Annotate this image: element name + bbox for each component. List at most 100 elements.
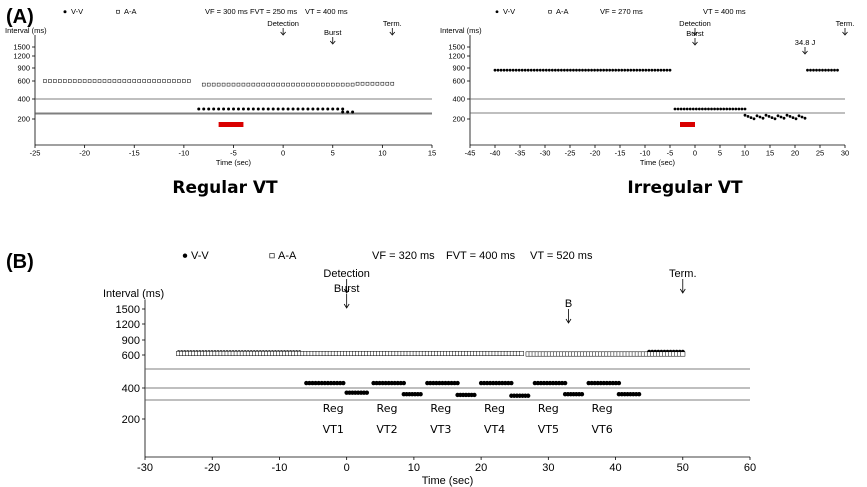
- x-tick-label: -20: [204, 462, 220, 474]
- aa-point: [355, 81, 360, 86]
- aa-point: [256, 82, 261, 87]
- vv-point: [737, 107, 741, 111]
- vv-point: [662, 68, 666, 72]
- vv-point: [812, 68, 815, 72]
- x-tick-label: -35: [515, 149, 526, 158]
- vv-point: [773, 117, 777, 121]
- aa-point: [177, 79, 181, 83]
- vv-point: [713, 107, 716, 111]
- episode-label-line2: VT4: [484, 423, 505, 436]
- vv-point: [647, 68, 651, 72]
- vv-point: [509, 380, 514, 386]
- vv-point: [556, 380, 562, 386]
- setting-label: FVT = 400 ms: [446, 250, 516, 262]
- vv-point: [598, 380, 603, 386]
- aa-point: [266, 82, 270, 87]
- annotation-label: Detection: [323, 268, 369, 280]
- aa-point: [271, 82, 275, 87]
- vv-point: [770, 116, 774, 119]
- vv-point: [572, 68, 575, 72]
- vv-point: [500, 380, 505, 386]
- vv-point: [338, 380, 343, 386]
- aa-point: [112, 79, 117, 83]
- vv-point: [700, 107, 704, 111]
- vv-point: [325, 380, 331, 386]
- vv-point: [638, 68, 642, 72]
- vv-point: [566, 68, 569, 72]
- vv-point: [601, 380, 606, 386]
- annotation-label: 34.8 J: [795, 38, 816, 47]
- vv-point: [487, 380, 493, 386]
- vv-point: [562, 68, 566, 72]
- x-tick-label: -10: [640, 149, 651, 158]
- legend-vv-label: V-V: [191, 250, 209, 262]
- vv-point: [322, 380, 328, 386]
- vv-point: [437, 380, 442, 386]
- vv-point: [614, 68, 618, 72]
- x-axis-label: Time (sec): [422, 475, 474, 487]
- aa-point: [53, 79, 57, 83]
- vv-point: [517, 68, 521, 72]
- y-tick-label: 1200: [13, 52, 30, 61]
- setting-label: VF = 320 ms: [372, 250, 435, 262]
- annotation-arrowhead: [280, 31, 286, 36]
- vv-point: [331, 107, 335, 111]
- vv-point: [386, 380, 391, 386]
- vv-point: [785, 113, 789, 117]
- annotation-arrowhead: [565, 318, 572, 324]
- x-tick-label: 20: [475, 462, 487, 474]
- vv-point: [716, 107, 720, 111]
- annotation-label: Burst: [324, 28, 342, 37]
- vv-point: [694, 107, 698, 111]
- aa-point: [321, 82, 325, 87]
- aa-point: [117, 79, 122, 83]
- vv-point: [559, 68, 563, 72]
- x-tick-label: -10: [178, 149, 189, 158]
- y-tick-label: 1500: [448, 43, 465, 52]
- vv-point: [341, 380, 346, 386]
- episode-label-line1: Reg: [592, 402, 613, 415]
- vv-point: [596, 68, 599, 72]
- vv-point: [401, 380, 407, 386]
- vv-point: [668, 68, 672, 72]
- vv-point: [526, 68, 530, 72]
- x-tick-label: 20: [791, 149, 799, 158]
- x-tick-label: -5: [667, 149, 674, 158]
- aa-point: [360, 81, 365, 86]
- y-axis-label: Interval (ms): [440, 26, 482, 35]
- legend-aa-label: A-A: [556, 7, 569, 16]
- charts-group: -25 -20 -15 -10 -5 0 5 10 1520040060090012001500…: [5, 7, 854, 487]
- y-tick-label: 200: [122, 414, 140, 426]
- vv-point: [541, 380, 547, 386]
- vv-point: [511, 68, 515, 72]
- vv-point: [395, 380, 400, 386]
- vv-point: [691, 107, 695, 111]
- vv-point: [779, 115, 783, 119]
- x-tick-label: 15: [428, 149, 436, 158]
- vv-point: [722, 107, 726, 111]
- vv-point: [383, 380, 388, 386]
- vv-point: [613, 380, 619, 386]
- vv-point: [743, 107, 747, 111]
- vv-point: [434, 380, 439, 386]
- vv-point: [605, 68, 609, 72]
- x-tick-label: -20: [79, 149, 90, 158]
- vv-point: [616, 380, 622, 386]
- vv-point: [241, 107, 245, 111]
- aa-point: [291, 82, 295, 87]
- regular-vt-caption: Regular VT: [172, 178, 278, 198]
- vv-point: [755, 114, 759, 118]
- y-tick-label: 400: [452, 95, 465, 104]
- vv-point: [452, 380, 457, 386]
- x-tick-label: 0: [693, 149, 697, 158]
- vv-point: [392, 380, 397, 386]
- vv-point: [374, 380, 379, 386]
- annotation-arrowhead: [802, 50, 808, 55]
- vv-point: [608, 68, 612, 72]
- vv-point: [321, 107, 325, 111]
- aa-point: [147, 79, 151, 83]
- panel-b-label: (B): [6, 251, 34, 273]
- aa-point: [326, 82, 330, 87]
- vv-point: [830, 68, 833, 72]
- aa-point: [365, 81, 370, 86]
